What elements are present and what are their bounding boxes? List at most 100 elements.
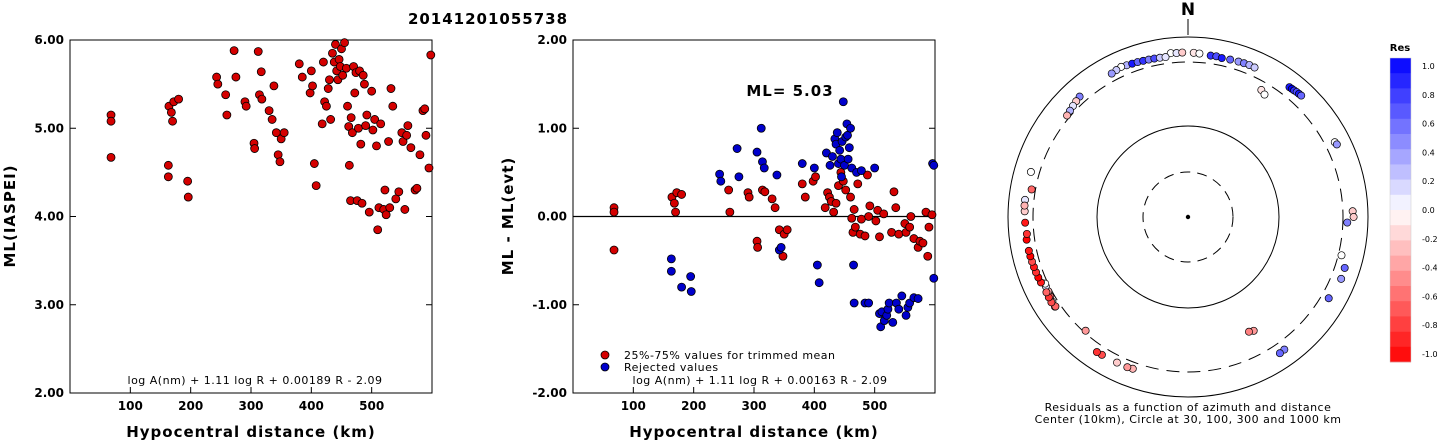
residual-point (1340, 263, 1349, 272)
data-point (929, 160, 939, 170)
ring-30km (1142, 171, 1234, 263)
data-point (724, 185, 734, 195)
residual-vs-distance-chart: -2.00 -1.00 0.00 1.00 2.00 100 200 300 400 500 M… (499, 33, 939, 441)
data-point (402, 130, 412, 140)
residual-point (1027, 185, 1036, 194)
data-point (356, 139, 366, 149)
data-point (338, 70, 348, 80)
data-point (894, 229, 904, 239)
data-point (897, 291, 907, 301)
y-tick-label: 4.00 (34, 210, 64, 224)
panel3-points (1020, 48, 1358, 373)
colorbar-cell (1390, 346, 1411, 363)
residual-point (1024, 246, 1033, 255)
data-point (353, 123, 363, 133)
colorbar-tick-label: 0.4 (1422, 148, 1435, 157)
residual-point (1107, 69, 1116, 78)
data-point (386, 84, 396, 93)
y-tick-label: 2.00 (34, 386, 64, 400)
x-tick-label: 500 (359, 399, 384, 413)
data-point (812, 260, 822, 270)
colorbar-tick-label: -0.8 (1422, 321, 1437, 330)
data-point (797, 159, 807, 168)
ring-100km (1096, 125, 1280, 309)
data-point (309, 159, 319, 168)
data-point (888, 317, 898, 327)
data-point (809, 163, 819, 173)
polar-caption-line2: Center (10km), Circle at 30, 100, 300 an… (1035, 413, 1342, 426)
data-point (264, 106, 274, 115)
colorbar-tick-label: 0.8 (1422, 91, 1435, 100)
ring-1000km (1007, 36, 1369, 398)
colorbar-tick-label: 0.6 (1422, 120, 1435, 129)
colorbar-outline (1389, 57, 1412, 363)
data-point (415, 150, 425, 160)
data-point (367, 86, 377, 96)
ring-300km (1032, 61, 1344, 373)
data-point (420, 104, 430, 114)
colorbar-cell (1390, 225, 1411, 241)
data-point (168, 116, 177, 126)
data-point (376, 119, 386, 129)
data-point (782, 225, 792, 235)
data-point (927, 210, 937, 220)
data-point (677, 282, 686, 292)
data-point (666, 254, 676, 264)
panel1-frame (69, 39, 433, 394)
data-point (871, 216, 881, 226)
y-tick-label: 6.00 (34, 33, 64, 47)
residual-point (1195, 49, 1204, 58)
data-point (328, 48, 337, 58)
data-point (609, 207, 619, 217)
data-point (865, 201, 875, 211)
data-point (870, 163, 880, 173)
colorbar-tick-label: 0.2 (1422, 177, 1435, 186)
data-point (325, 75, 334, 85)
data-point (106, 116, 116, 126)
data-point (275, 157, 285, 167)
data-point (400, 205, 410, 214)
panel2-x-ticks: 100 200 300 400 500 (621, 387, 887, 413)
data-point (879, 209, 889, 219)
x-tick-label: 200 (178, 399, 203, 413)
data-point (829, 207, 839, 217)
colorbar-cell (1390, 316, 1411, 332)
data-point (373, 225, 383, 235)
data-point (860, 231, 870, 241)
data-point (847, 213, 857, 223)
data-point (334, 55, 344, 64)
data-point (669, 198, 679, 208)
data-point (163, 172, 173, 182)
colorbar-cell (1390, 331, 1411, 348)
data-point (317, 119, 327, 129)
residual-point (1337, 274, 1346, 283)
legend-label-rejected: Rejected values (624, 361, 719, 374)
data-point (388, 101, 398, 111)
data-point (403, 121, 413, 131)
colorbar-cell (1390, 118, 1411, 135)
residual-point (1123, 363, 1132, 372)
residual-point (1343, 218, 1352, 227)
panel1-y-label: ML(IASPEI) (1, 164, 19, 267)
residual-point (1021, 218, 1030, 227)
data-point (856, 214, 866, 224)
residual-point (1275, 349, 1284, 358)
data-point (752, 147, 762, 157)
data-point (825, 160, 835, 170)
data-point (924, 222, 934, 232)
data-point (323, 84, 333, 93)
colorbar-tick-label: 0.0 (1422, 206, 1435, 215)
data-point (838, 97, 848, 107)
residual-point (1063, 111, 1071, 120)
panel2-points (609, 97, 939, 332)
data-point (331, 40, 340, 49)
data-point (256, 67, 266, 77)
data-point (347, 128, 357, 138)
data-point (229, 46, 239, 55)
data-point (666, 266, 676, 276)
data-point (267, 115, 277, 124)
panel1-x-label: Hypocentral distance (km) (126, 423, 376, 441)
legend-marker-rejected (600, 362, 610, 372)
data-point (875, 232, 884, 242)
data-point (343, 101, 352, 111)
